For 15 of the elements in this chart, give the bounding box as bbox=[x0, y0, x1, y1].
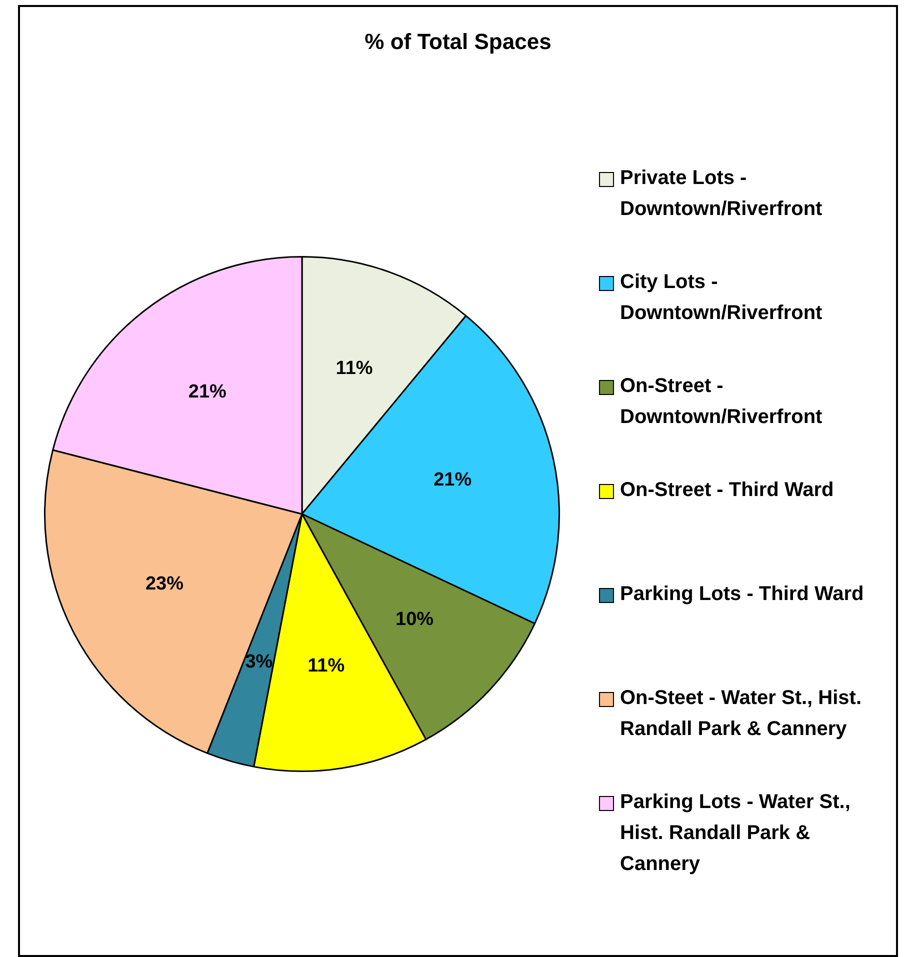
data-label: 21% bbox=[434, 470, 472, 491]
legend-label: City Lots - Downtown/Riverfront bbox=[620, 270, 824, 326]
data-label: 3% bbox=[245, 651, 273, 672]
legend-label: On-Street - Downtown/Riverfront bbox=[620, 374, 824, 430]
legend-label: Parking Lots - Water St., Hist. Randall Park & Cannery bbox=[620, 790, 852, 877]
data-label: 10% bbox=[396, 608, 434, 630]
data-label: 11% bbox=[336, 358, 373, 380]
legend-label: Parking Lots - Third Ward bbox=[620, 582, 865, 607]
legend-label: On-Steet - Water St., Hist. Randall Park & Cannery bbox=[620, 686, 863, 742]
data-label: 11% bbox=[308, 656, 345, 677]
legend-label: On-Street - Third Ward bbox=[620, 478, 835, 503]
data-label: 23% bbox=[145, 573, 184, 594]
legend-label: Private Lots - Downtown/Riverfront bbox=[620, 166, 824, 222]
chart-title: % of Total Spaces bbox=[364, 29, 552, 55]
data-label: 21% bbox=[188, 381, 227, 402]
